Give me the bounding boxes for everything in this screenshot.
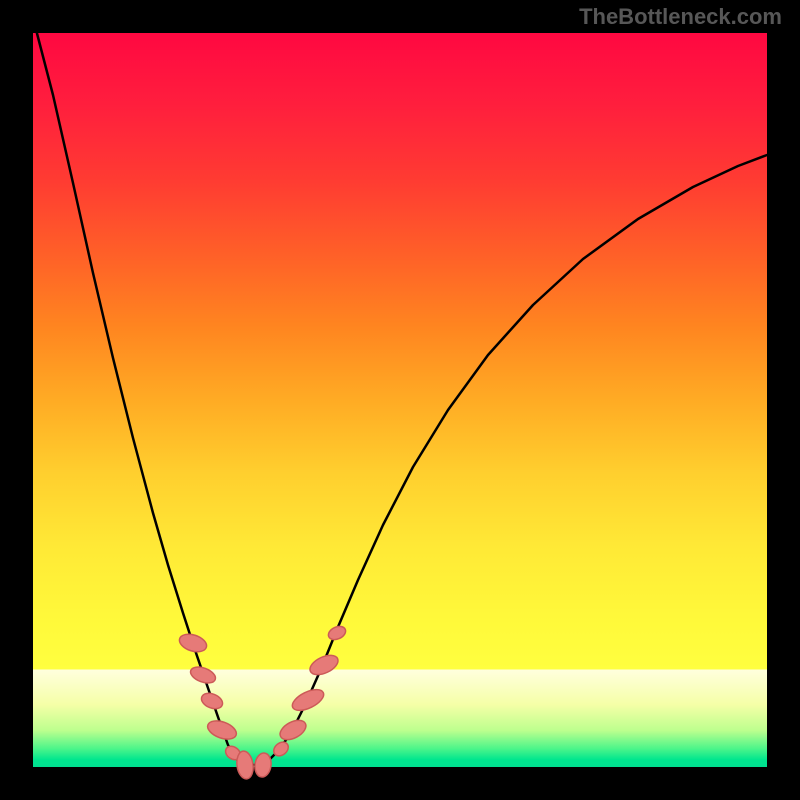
plot-area-gradient xyxy=(33,33,767,767)
watermark-text: TheBottleneck.com xyxy=(579,4,782,30)
plot-svg xyxy=(0,0,800,800)
chart-container: TheBottleneck.com xyxy=(0,0,800,800)
